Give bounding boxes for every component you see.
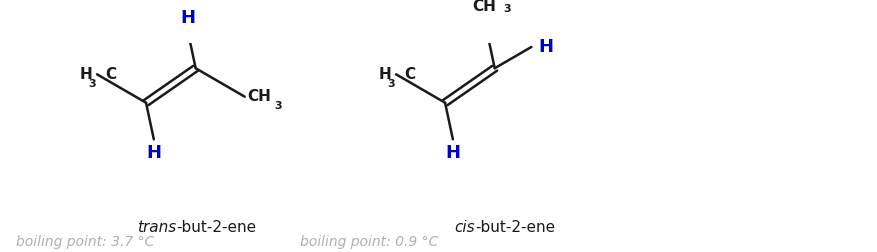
Text: H: H	[378, 67, 390, 82]
Text: 3: 3	[503, 4, 510, 14]
Text: 3: 3	[89, 79, 96, 89]
Text: H: H	[79, 67, 92, 82]
Text: H: H	[538, 38, 553, 56]
Text: cis: cis	[453, 220, 474, 235]
Text: C: C	[105, 67, 116, 82]
Text: boiling point: 0.9 °C: boiling point: 0.9 °C	[300, 235, 438, 249]
Text: boiling point: 3.7 °C: boiling point: 3.7 °C	[17, 235, 154, 249]
Text: -but-2-ene: -but-2-ene	[474, 220, 554, 235]
Text: H: H	[180, 9, 196, 27]
Text: trans: trans	[137, 220, 175, 235]
Text: H: H	[146, 144, 161, 162]
Text: H: H	[445, 144, 460, 162]
Text: 3: 3	[387, 79, 395, 89]
Text: C: C	[403, 67, 415, 82]
Text: 3: 3	[275, 101, 282, 111]
Text: CH: CH	[247, 89, 271, 104]
Text: -but-2-ene: -but-2-ene	[175, 220, 256, 235]
Text: CH: CH	[472, 0, 496, 15]
